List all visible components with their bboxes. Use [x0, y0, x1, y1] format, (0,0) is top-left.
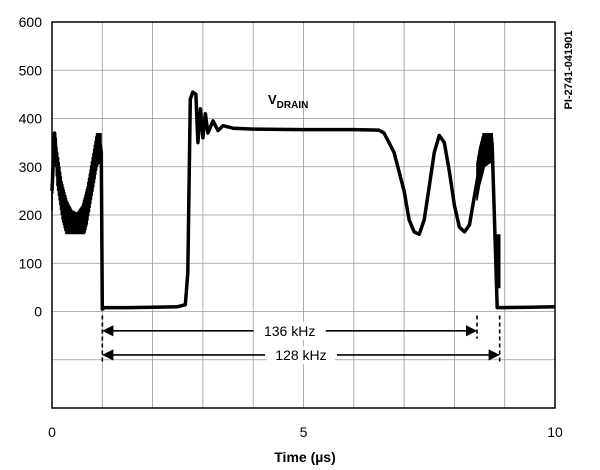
x-axis-label: Time (µs) [274, 449, 336, 465]
annotation-layer: 136 kHz 128 kHz [101, 315, 501, 364]
series-layer [50, 90, 556, 311]
y-tick-label: 200 [19, 207, 43, 223]
oscillation-band [51, 133, 104, 290]
frequency-annotation: 136 kHz [264, 323, 315, 339]
oscillation-band [476, 133, 501, 289]
x-tick-label: 0 [48, 424, 56, 440]
x-tick-label: 5 [300, 424, 308, 440]
y-tick-label: 300 [19, 159, 43, 175]
y-tick-label: 600 [19, 14, 43, 30]
x-axis-ticks: 0 5 10 [48, 424, 563, 440]
y-tick-label: 400 [19, 111, 43, 127]
annotation-label-bg [266, 345, 335, 364]
frequency-annotation: 128 kHz [275, 347, 326, 363]
y-tick-label: 100 [19, 255, 43, 271]
x-tick-label: 10 [547, 424, 563, 440]
series-label-vdrain: VDRAIN [268, 92, 308, 111]
annotation-label-bg [255, 321, 324, 340]
figure-id-label: PI-2741-041901 [563, 31, 575, 110]
plot-frame [51, 21, 556, 409]
y-tick-label: 500 [19, 62, 43, 78]
y-tick-label: 0 [34, 304, 42, 320]
y-axis-ticks: 600 500 400 300 200 100 0 [19, 14, 43, 320]
